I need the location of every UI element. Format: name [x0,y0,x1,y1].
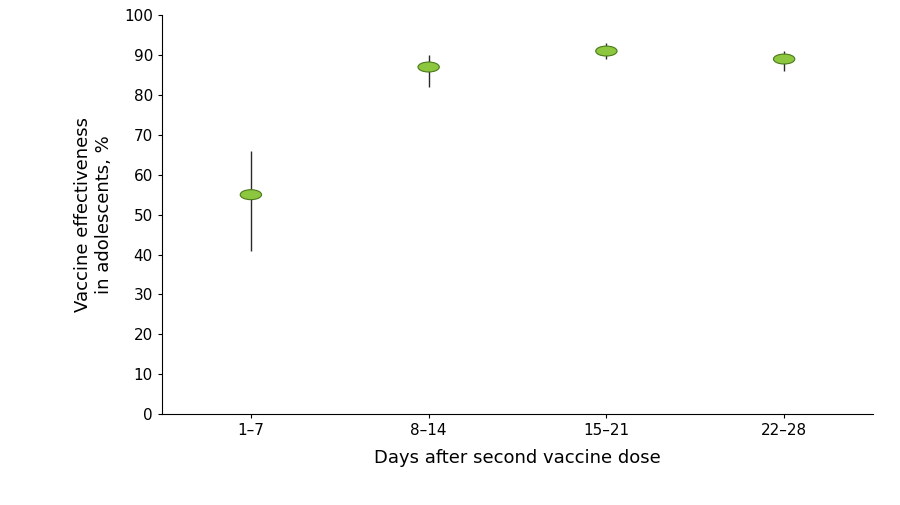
Ellipse shape [418,62,439,72]
Ellipse shape [240,190,262,199]
Y-axis label: Vaccine effectiveness
in adolescents, %: Vaccine effectiveness in adolescents, % [74,117,113,312]
X-axis label: Days after second vaccine dose: Days after second vaccine dose [374,449,661,467]
Ellipse shape [596,46,617,56]
Ellipse shape [773,54,795,64]
